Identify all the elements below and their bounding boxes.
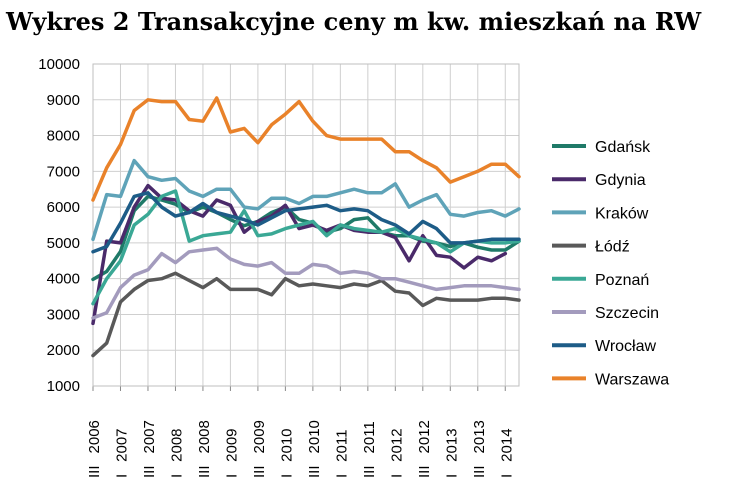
x-tick-year: 2007 [113,428,130,461]
y-tick-label: 7000 [47,163,80,180]
x-tick-roman: I [113,474,130,478]
x-axis-tick-labels: III2006I2007III2007I2008III2008I2009III2… [86,420,515,478]
x-tick-year: 2008 [168,428,185,461]
y-tick-label: 10000 [38,56,80,73]
x-tick-roman: I [223,474,240,478]
y-tick-label: 5000 [47,235,80,252]
x-tick-year: 2009 [223,428,240,461]
legend-label: Szczecin [595,305,659,322]
x-tick-label: III 2013 [471,420,488,478]
x-tick-label: III 2012 [416,420,433,478]
x-tick-label: III 2011 [361,421,378,478]
x-tick-roman: I [278,474,295,478]
y-tick-label: 4000 [47,271,80,288]
x-tick-year: 2007 [141,420,158,453]
legend-label: Gdynia [595,172,646,189]
x-tick-roman: III [471,465,488,478]
x-tick-year: 2008 [196,420,213,453]
x-tick-year: 2012 [388,428,405,461]
series-line-warszawa [91,96,521,202]
x-tick-roman: III [361,465,378,478]
y-tick-label: 3000 [47,306,80,323]
x-tick-roman: III [196,465,213,478]
legend-label: Kraków [595,205,649,222]
x-tick-roman: I [168,474,185,478]
x-tick-roman: I [443,474,460,478]
x-tick-year: 2011 [361,421,378,453]
x-tick-roman: III [416,465,433,478]
legend: Gdańsk Gdynia Kraków Łódź Poznań Szczecin Wroc… [552,139,669,388]
plot-frame [92,63,520,387]
series-line-krak-w [91,158,521,242]
x-tick-roman: I [498,474,515,478]
y-tick-label: 8000 [47,128,80,145]
x-tick-year: 2014 [498,428,515,461]
x-tick-label: I 2013 [443,428,460,478]
x-tick-label: III 2007 [141,420,158,478]
legend-label: Łódź [595,239,630,256]
axes [92,63,520,391]
series-line--d- [91,271,521,358]
x-tick-label: I 2011 [333,430,350,478]
x-tick-year: 2012 [416,420,433,453]
x-tick-year: 2010 [278,428,295,461]
x-tick-year: 2011 [333,430,350,462]
series-lines [91,96,521,358]
x-tick-label: I 2007 [113,428,130,478]
x-tick-roman: I [333,474,350,478]
legend-label: Warszawa [595,371,669,388]
x-tick-label: III 2008 [196,420,213,478]
x-tick-label: I 2009 [223,428,240,478]
x-tick-year: 2006 [86,420,103,453]
y-axis-tick-labels: 1000 2000 3000 4000 5000 6000 7000 8000 9000 1000… [38,56,80,395]
x-tick-label: I 2010 [278,428,295,478]
series-line-wroc-aw [91,191,521,254]
x-tick-roman: I [388,474,405,478]
legend-label: Poznań [595,272,649,289]
y-tick-label: 1000 [47,378,80,395]
chart-title: Wykres 2 Transakcyjne ceny m kw. mieszka… [6,7,702,36]
x-tick-label: III 2010 [306,420,323,478]
x-tick-label: I 2012 [388,428,405,478]
x-tick-year: 2013 [443,428,460,461]
x-tick-roman: III [306,465,323,478]
x-tick-label: III 2006 [86,420,103,478]
y-tick-label: 9000 [47,92,80,109]
x-tick-year: 2009 [251,420,268,453]
x-tick-roman: III [86,465,103,478]
x-tick-label: III 2009 [251,420,268,478]
x-tick-year: 2013 [471,420,488,453]
series-line-pozna- [91,189,521,306]
x-tick-label: I 2014 [498,428,515,478]
series-line-szczecin [91,246,521,320]
x-tick-label: I 2008 [168,428,185,478]
x-tick-year: 2010 [306,420,323,453]
x-tick-roman: III [141,465,158,478]
y-tick-label: 2000 [47,342,80,359]
y-tick-label: 6000 [47,199,80,216]
x-tick-roman: III [251,465,268,478]
legend-label: Wrocław [595,338,656,355]
legend-label: Gdańsk [595,139,651,156]
